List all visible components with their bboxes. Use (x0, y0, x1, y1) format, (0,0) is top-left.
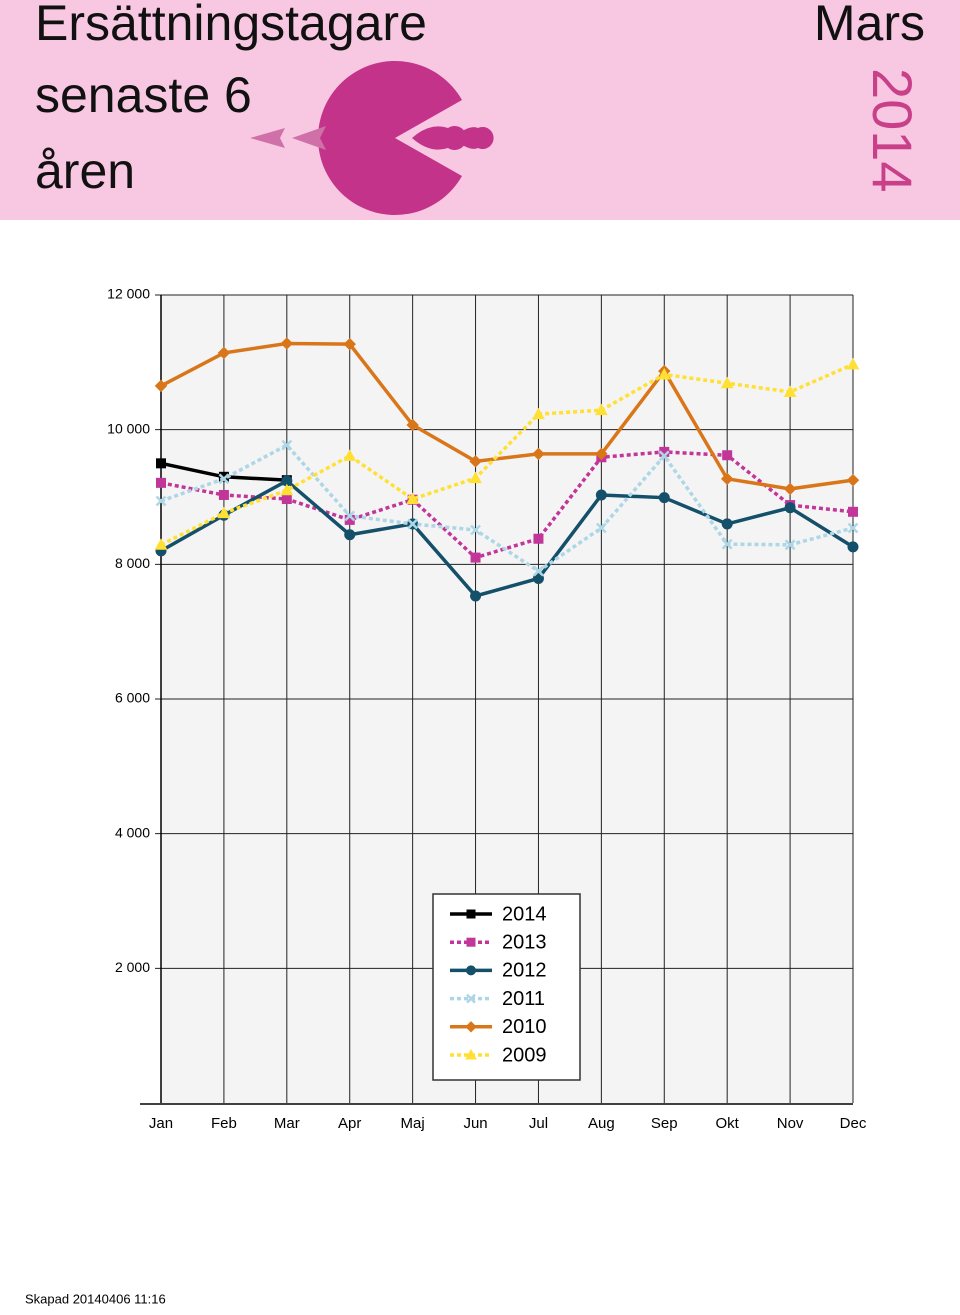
marker (156, 477, 166, 488)
x-tick-label: Maj (401, 1115, 425, 1132)
marker (533, 565, 544, 577)
x-tick-label: Okt (716, 1115, 740, 1132)
marker (344, 510, 356, 522)
x-tick-label: Jul (529, 1115, 548, 1132)
series-line (160, 362, 854, 547)
marker (846, 357, 860, 370)
marker (470, 590, 482, 602)
marker (344, 529, 356, 541)
year: 2014 (861, 68, 924, 193)
y-tick-label: 6 000 (115, 690, 150, 706)
marker (217, 346, 231, 360)
marker (533, 533, 544, 544)
marker (155, 495, 167, 507)
marker (407, 518, 419, 530)
marker (281, 439, 293, 451)
marker (847, 541, 859, 553)
series-line (160, 450, 854, 560)
header-band (0, 0, 960, 220)
y-tick-label: 10 000 (107, 420, 150, 436)
marker (532, 407, 545, 420)
marker (218, 473, 230, 485)
logo (250, 61, 494, 215)
marker (466, 909, 476, 919)
y-tick-label: 8 000 (115, 555, 150, 571)
marker (280, 483, 294, 496)
y-tick-label: 4 000 (115, 824, 150, 840)
marker (469, 471, 482, 484)
marker (154, 538, 168, 550)
marker (720, 472, 734, 486)
marker (722, 450, 733, 461)
marker (343, 449, 357, 461)
marker (465, 1021, 477, 1033)
legend-label: 2013 (502, 931, 547, 953)
marker (466, 965, 476, 976)
marker (469, 455, 482, 468)
marker (466, 993, 476, 1004)
marker (784, 539, 796, 551)
marker (343, 337, 356, 351)
legend-label: 2010 (502, 1016, 547, 1038)
marker (406, 418, 419, 432)
marker (154, 379, 168, 393)
marker (595, 489, 607, 501)
y-tick-label: 12 000 (107, 286, 150, 302)
marker (470, 552, 481, 563)
legend-label: 2011 (502, 988, 545, 1010)
marker (658, 450, 670, 462)
legend-label: 2014 (502, 903, 547, 925)
marker (217, 506, 231, 519)
x-tick-label: Feb (211, 1115, 237, 1132)
marker (595, 403, 608, 416)
marker (721, 538, 733, 550)
marker (218, 489, 229, 500)
marker (156, 458, 166, 469)
marker (465, 1048, 477, 1060)
marker (721, 518, 733, 530)
marker (532, 572, 544, 584)
x-tick-label: Nov (777, 1115, 804, 1132)
month: Mars (814, 0, 925, 51)
x-tick-label: Mar (274, 1115, 300, 1132)
legend-label: 2012 (502, 960, 547, 982)
y-tick-label: 2 000 (115, 959, 150, 975)
x-tick-label: Dec (840, 1115, 867, 1132)
marker (846, 473, 860, 487)
marker (466, 937, 476, 947)
series-line (160, 341, 854, 491)
marker (658, 492, 670, 504)
marker (532, 447, 545, 461)
marker (847, 522, 859, 534)
marker (280, 337, 294, 350)
marker (595, 447, 608, 461)
x-tick-label: Sep (651, 1115, 678, 1132)
marker (406, 492, 419, 505)
marker (470, 524, 481, 536)
marker (784, 502, 796, 514)
x-tick-label: Jan (149, 1115, 173, 1132)
footer: Skapad 20140406 11:16 (25, 1291, 166, 1306)
x-tick-label: Apr (338, 1115, 361, 1132)
marker (848, 506, 858, 517)
marker (595, 522, 607, 534)
series-line (160, 442, 854, 574)
x-tick-label: Jun (463, 1115, 487, 1132)
legend (432, 893, 581, 1081)
marker (783, 385, 797, 397)
marker (720, 376, 734, 389)
marker (657, 367, 671, 380)
x-tick-label: Aug (588, 1115, 615, 1132)
title-line: åren (35, 143, 135, 199)
legend-label: 2009 (502, 1044, 547, 1066)
series-line (160, 478, 854, 598)
title-line: senaste 6 (35, 67, 252, 123)
marker (783, 482, 797, 496)
marker (281, 494, 292, 505)
title-line: Ersättningstagare (35, 0, 427, 51)
